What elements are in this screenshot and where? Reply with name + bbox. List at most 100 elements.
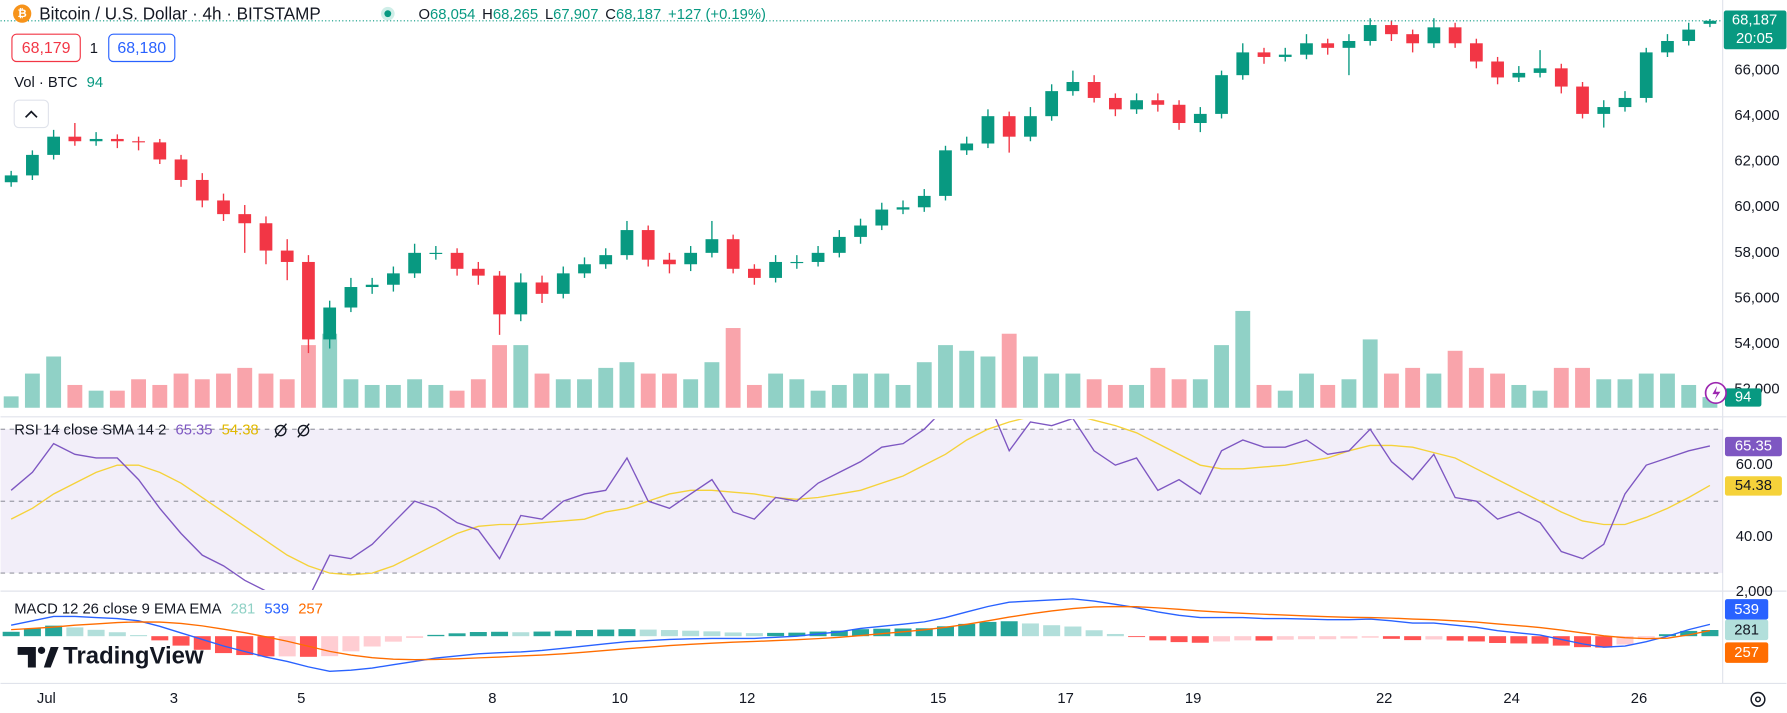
sell-button[interactable] <box>11 33 81 63</box>
candle-body <box>1002 116 1016 137</box>
macd-hist-bar <box>1361 636 1379 638</box>
settings-icon[interactable] <box>1750 691 1766 707</box>
collapse-button[interactable] <box>13 99 49 129</box>
volume-bar <box>513 345 529 408</box>
macd-hist-bar <box>1467 636 1485 642</box>
volume-bar <box>810 390 826 408</box>
macd-hist-bar <box>1595 636 1613 648</box>
rsi-last-label: 54.38 <box>1735 478 1772 494</box>
macd-hist-bar <box>215 636 232 654</box>
x-tick-label: 10 <box>612 691 628 707</box>
candle-body <box>1257 52 1271 57</box>
macd-title: MACD 12 26 close 9 EMA EMA <box>14 601 221 617</box>
candle-body <box>578 264 591 274</box>
candle-body <box>599 255 613 265</box>
volume-bar <box>322 333 338 408</box>
candle-body <box>450 252 464 269</box>
volume-value: 94 <box>87 75 103 91</box>
candle-body <box>535 282 549 294</box>
logo[interactable]: TradingView <box>17 643 204 670</box>
macd-hist-bar <box>1297 636 1315 640</box>
volume-bar <box>173 373 189 408</box>
volume-bar <box>577 379 592 408</box>
macd-hist-bar <box>660 630 678 637</box>
volume-bar <box>789 379 805 408</box>
candle-body <box>1321 43 1335 48</box>
volume-bar <box>1553 367 1569 408</box>
macd-hist-bar <box>469 632 487 637</box>
macd-hist-bar <box>1000 621 1018 637</box>
rsi-value: 65.35 <box>175 422 212 438</box>
candle-body <box>302 261 315 340</box>
macd-hist-bar <box>1106 633 1124 637</box>
volume-bar <box>3 396 19 408</box>
price-pane <box>3 18 1718 408</box>
candle-body <box>174 159 188 180</box>
macd-last-box <box>1724 619 1769 641</box>
logo-text: TradingView <box>63 643 204 670</box>
macd-hist-bar <box>427 634 445 637</box>
candle-body <box>1024 116 1037 137</box>
volume-bar <box>874 373 890 408</box>
volume-bar <box>109 390 125 408</box>
candle-body <box>195 179 209 201</box>
volume-bar <box>895 384 911 408</box>
candle-body <box>514 282 528 315</box>
y-tick-label: 54,000 <box>1734 336 1779 352</box>
x-tick-label: Jul <box>37 691 56 707</box>
macd-last-label: 257 <box>1734 645 1759 661</box>
volume-bar <box>938 345 953 408</box>
candle-body <box>726 239 740 269</box>
volume-bar <box>407 379 423 408</box>
axes: Jul358101215171922242652,00054,00056,000… <box>0 10 1787 707</box>
volume-legend: Vol · BTC 94 <box>14 75 103 91</box>
macd-last-label: 281 <box>1734 622 1759 638</box>
rsi-title: RSI 14 close SMA 14 2 <box>14 422 166 438</box>
candle-body <box>1469 43 1483 62</box>
ohlc-value: 68,265 <box>493 7 538 23</box>
macd-hist-bar <box>1276 636 1294 640</box>
candle-body <box>896 207 910 210</box>
volume-bar <box>67 384 83 408</box>
candle-body <box>1576 86 1589 114</box>
macd-hist-bar <box>1531 636 1549 644</box>
volume-bar <box>1022 356 1038 408</box>
candle-body <box>960 143 974 151</box>
chart-title[interactable]: Bitcoin / U.S. Dollar · 4h · BITSTAMP <box>39 4 321 23</box>
candle-body <box>1491 61 1504 78</box>
x-tick-label: 17 <box>1057 691 1073 707</box>
candle-body <box>1278 54 1292 57</box>
candle-body <box>1108 97 1122 110</box>
buy-button[interactable] <box>108 33 176 63</box>
ohlc-value: 68,054 <box>430 7 475 23</box>
candle-body <box>1682 29 1696 42</box>
macd-hist-bar <box>384 636 402 642</box>
macd-hist-bar <box>151 636 169 641</box>
candle-body <box>620 230 634 256</box>
macd-line <box>10 598 1711 673</box>
macd-hist-bar <box>1021 623 1039 637</box>
symbol-icon[interactable] <box>13 4 32 23</box>
candle-body <box>641 230 655 260</box>
candle-body <box>408 252 421 274</box>
candle-body <box>4 175 18 183</box>
volume-bar <box>1277 390 1293 408</box>
macd-hist-bar <box>1510 636 1528 644</box>
macd-hist-bar <box>1128 636 1146 638</box>
macd-legend: MACD 12 26 close 9 EMA EMA 281 539 257 <box>14 601 323 617</box>
y-tick-label: 2,000 <box>1736 584 1773 600</box>
volume-bar <box>1192 379 1208 408</box>
macd-hist-bar <box>1616 636 1634 645</box>
volume-bar <box>364 384 380 408</box>
macd-hist-bar <box>554 630 572 637</box>
volume-bar <box>237 367 253 408</box>
macd-last-label: 539 <box>1734 602 1759 618</box>
macd-hist-bar <box>1382 636 1400 639</box>
y-tick-label: 56,000 <box>1734 290 1779 306</box>
x-tick-label: 3 <box>170 691 178 707</box>
macd-hist-bar <box>703 631 721 637</box>
candle-body <box>344 287 358 308</box>
candle-body <box>939 150 952 196</box>
volume-bar <box>1362 339 1378 408</box>
